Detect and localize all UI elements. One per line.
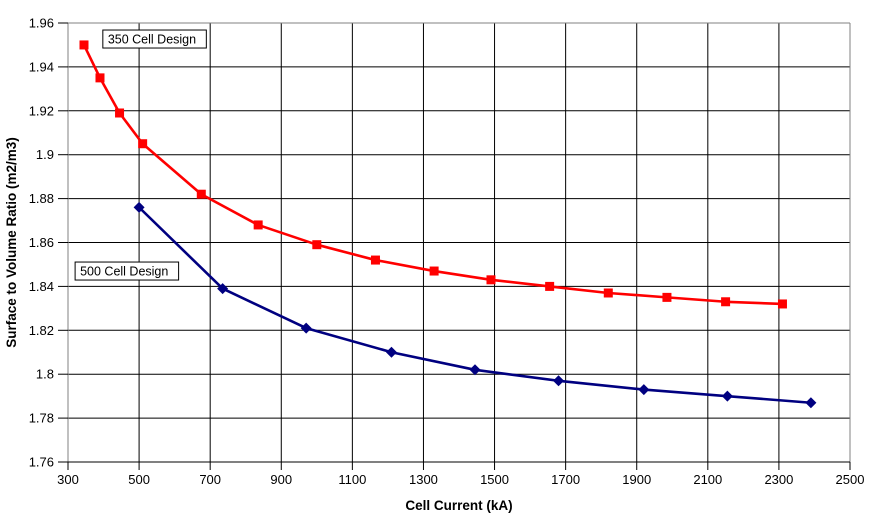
- x-tick-label: 2500: [836, 472, 865, 487]
- y-tick-label: 1.86: [29, 235, 54, 250]
- x-tick-label: 900: [270, 472, 292, 487]
- y-tick-label: 1.76: [29, 455, 54, 470]
- data-point-marker-diamond: [721, 390, 733, 402]
- y-tick-label: 1.82: [29, 323, 54, 338]
- data-point-marker-square: [486, 275, 496, 285]
- data-point-marker-diamond: [805, 397, 817, 409]
- data-point-marker-diamond: [385, 346, 397, 358]
- x-tick-label: 1100: [338, 472, 366, 487]
- data-point-marker-square: [95, 73, 105, 83]
- series-label-box: [102, 29, 207, 49]
- data-point-marker-diamond: [217, 283, 229, 295]
- x-tick-label: 1500: [480, 472, 509, 487]
- data-point-marker-square: [429, 266, 439, 276]
- data-point-marker-square: [545, 281, 555, 291]
- x-axis-title: Cell Current (kA): [405, 498, 512, 513]
- data-point-marker-square: [662, 292, 672, 302]
- data-point-marker-square: [721, 297, 731, 307]
- y-tick-label: 1.96: [29, 16, 54, 31]
- data-point-marker-square: [115, 108, 125, 118]
- series-label-text: 500 Cell Design: [80, 265, 168, 279]
- y-tick-label: 1.78: [29, 411, 54, 426]
- data-point-marker-square: [777, 299, 787, 309]
- data-point-marker-diamond: [638, 384, 650, 396]
- data-point-marker-square: [370, 255, 380, 265]
- y-tick-label: 1.92: [29, 103, 54, 118]
- data-point-marker-square: [138, 139, 148, 149]
- data-point-marker-square: [253, 220, 263, 230]
- series-label-box: [74, 261, 180, 281]
- data-point-marker-square: [196, 189, 206, 199]
- y-tick-label: 1.9: [36, 147, 54, 162]
- series-label-text: 350 Cell Design: [108, 33, 196, 47]
- y-tick-label: 1.88: [29, 191, 54, 206]
- data-point-marker-diamond: [300, 322, 312, 334]
- data-point-marker-square: [603, 288, 613, 298]
- y-tick-label: 1.94: [29, 59, 54, 74]
- x-tick-label: 1700: [551, 472, 580, 487]
- y-axis-title: Surface to Volume Ratio (m2/m3): [4, 137, 19, 348]
- x-tick-label: 2300: [764, 472, 793, 487]
- y-tick-label: 1.84: [29, 279, 54, 294]
- y-tick-label: 1.8: [36, 367, 54, 382]
- data-point-marker-square: [79, 40, 89, 50]
- x-tick-label: 1300: [409, 472, 438, 487]
- x-tick-label: 300: [57, 472, 79, 487]
- data-point-marker-diamond: [469, 364, 481, 376]
- data-point-marker-square: [312, 240, 322, 250]
- x-tick-label: 1900: [622, 472, 651, 487]
- x-tick-label: 500: [128, 472, 150, 487]
- x-tick-label: 700: [199, 472, 221, 487]
- x-tick-label: 2100: [693, 472, 722, 487]
- data-point-marker-diamond: [553, 375, 565, 387]
- series-line-350-cell-design: [82, 44, 783, 306]
- data-point-marker-diamond: [133, 201, 145, 213]
